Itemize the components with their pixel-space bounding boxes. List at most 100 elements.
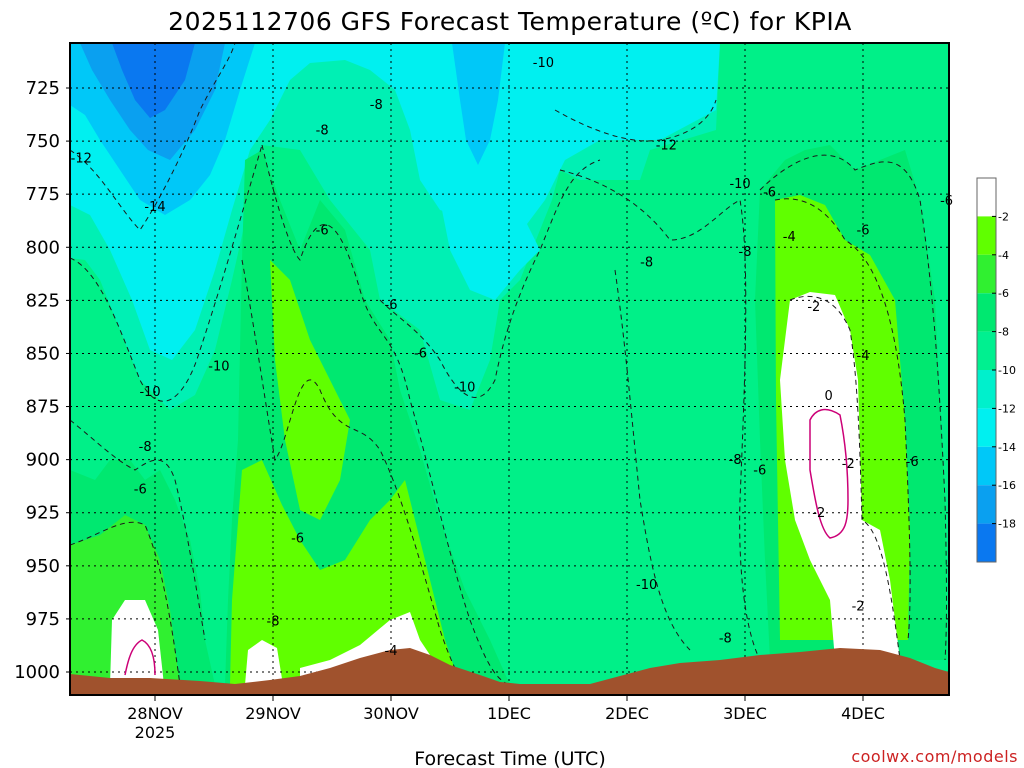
colorbar-swatch bbox=[977, 370, 996, 409]
x-tick-label: 4DEC bbox=[841, 704, 885, 723]
contour-value-label: -4 bbox=[385, 644, 398, 659]
contour-value-label: -12 bbox=[71, 151, 92, 166]
zero-contour bbox=[124, 408, 849, 676]
contour-minus8-mid bbox=[261, 144, 511, 686]
y-tick-label: 900 bbox=[26, 450, 60, 471]
contour-value-label: -4 bbox=[857, 349, 870, 364]
contour-minus6-left bbox=[70, 521, 181, 686]
contour-value-label: -8 bbox=[370, 98, 383, 113]
contour-value-label: -2 bbox=[842, 457, 855, 472]
y-tick-label: 825 bbox=[26, 290, 60, 311]
colorbar-label: -6 bbox=[998, 287, 1009, 300]
contour-zero-right bbox=[809, 408, 849, 539]
contour-minus2-right bbox=[789, 295, 901, 661]
grid-lines bbox=[70, 43, 949, 695]
field-region-minus12b bbox=[440, 200, 540, 300]
contour-lines bbox=[70, 43, 947, 686]
contour-value-label: -2 bbox=[852, 599, 865, 614]
colorbar-swatch bbox=[977, 293, 996, 332]
contour-value-label: -10 bbox=[533, 56, 554, 71]
contour-value-label: -6 bbox=[414, 347, 427, 362]
x-tick-sublabel: 2025 bbox=[135, 723, 176, 742]
contour-value-label: -6 bbox=[316, 224, 329, 239]
field-region-minus4-midb bbox=[270, 260, 350, 520]
contour-minus10-left bbox=[70, 144, 263, 402]
colorbar: -2 -4 -6 -8 -10 -12 -14 -16 -18 bbox=[976, 177, 1016, 563]
contour-value-label: -14 bbox=[144, 200, 165, 215]
field-region-minus2-right bbox=[780, 292, 900, 660]
colorbar-label: -2 bbox=[998, 210, 1009, 223]
colorbar-swatch bbox=[977, 485, 996, 524]
contour-value-label: -2 bbox=[812, 506, 825, 521]
x-tick-label: 2DEC bbox=[605, 704, 649, 723]
field-region-minus18 bbox=[112, 43, 195, 118]
contour-value-label: -6 bbox=[857, 224, 870, 239]
contour-value-label: -6 bbox=[134, 483, 147, 498]
y-tick-label: 775 bbox=[26, 184, 60, 205]
contour-value-label: -8 bbox=[739, 245, 752, 260]
colorbar-label: -12 bbox=[998, 402, 1016, 415]
contour-value-label: -8 bbox=[640, 255, 653, 270]
y-tick-label: 850 bbox=[26, 343, 60, 364]
contour-value-label: -10 bbox=[139, 385, 160, 400]
contour-value-label: -8 bbox=[139, 440, 152, 455]
y-tick-label: 750 bbox=[26, 131, 60, 152]
contour-value-label: -10 bbox=[454, 381, 475, 396]
x-axis-label: Forecast Time (UTC) bbox=[414, 748, 605, 768]
field-region-minus12 bbox=[70, 43, 720, 360]
contour-minus12 bbox=[70, 43, 236, 231]
credit-text: coolwx.com/models bbox=[851, 747, 1018, 766]
contour-value-label: -8 bbox=[729, 453, 742, 468]
colorbar-label: -4 bbox=[998, 249, 1009, 262]
contour-value-label: -2 bbox=[807, 300, 820, 315]
x-tick-label: 3DEC bbox=[723, 704, 767, 723]
x-tick-label: 1DEC bbox=[487, 704, 531, 723]
y-tick-label: 875 bbox=[26, 397, 60, 418]
contour-minus10-right bbox=[559, 169, 761, 661]
contour-value-label: -6 bbox=[753, 464, 766, 479]
y-tick-label: 725 bbox=[26, 78, 60, 99]
colorbar-swatch bbox=[977, 446, 996, 486]
colorbar-label: -14 bbox=[998, 441, 1016, 454]
field-region-minus2-left bbox=[110, 600, 164, 685]
y-tick-label: 950 bbox=[26, 556, 60, 577]
x-tick-label: 30NOV bbox=[363, 704, 419, 723]
colorbar-swatch bbox=[977, 523, 996, 562]
contour-minus6-mid bbox=[241, 259, 466, 686]
colorbar-swatch bbox=[977, 216, 996, 255]
contour-minus12-top bbox=[554, 99, 717, 142]
contour-minus10-mid bbox=[379, 159, 601, 398]
contour-value-label: -10 bbox=[208, 359, 229, 374]
contour-value-label: -6 bbox=[763, 185, 776, 200]
contour-value-label: -6 bbox=[906, 455, 919, 470]
contour-value-label: -8 bbox=[267, 614, 280, 629]
colorbar-label: -8 bbox=[998, 326, 1009, 339]
y-tick-label: 800 bbox=[26, 237, 60, 258]
y-tick-label: 925 bbox=[26, 503, 60, 524]
colorbar-label: -18 bbox=[998, 518, 1016, 531]
contour-value-label: 0 bbox=[824, 389, 832, 404]
field-region-minus14b bbox=[452, 43, 505, 165]
contour-zero-left bbox=[124, 639, 156, 676]
contour-value-label: -10 bbox=[729, 177, 750, 192]
contour-value-label: -12 bbox=[656, 139, 677, 154]
y-tick-label: 1000 bbox=[14, 662, 60, 683]
contour-value-label: -4 bbox=[783, 230, 796, 245]
contour-value-label: -10 bbox=[636, 578, 657, 593]
x-tick-label: 28NOV bbox=[127, 704, 183, 723]
contour-minus4-right bbox=[774, 198, 911, 641]
colorbar-label: -10 bbox=[998, 364, 1016, 377]
contour-label-layer: -12 -14 -10 -10 -8 -6 -8 -8 -8 -6 -6 -6 -6 -4 -10 -10 -1… bbox=[71, 56, 953, 659]
chart-title: 2025112706 GFS Forecast Temperature (ºC)… bbox=[168, 7, 852, 36]
contour-value-label: -8 bbox=[316, 124, 329, 139]
contour-minus8-left bbox=[70, 419, 206, 641]
y-axis: 725 750 775 800 825 850 875 900 925 950 975 1000 bbox=[14, 78, 70, 683]
colorbar-label: -16 bbox=[998, 479, 1016, 492]
colorbar-swatch bbox=[977, 254, 996, 294]
contour-value-label: -8 bbox=[719, 631, 732, 646]
contour-value-label: -6 bbox=[385, 298, 398, 313]
contour-value-label: -6 bbox=[940, 194, 953, 209]
colorbar-swatch bbox=[977, 178, 996, 217]
